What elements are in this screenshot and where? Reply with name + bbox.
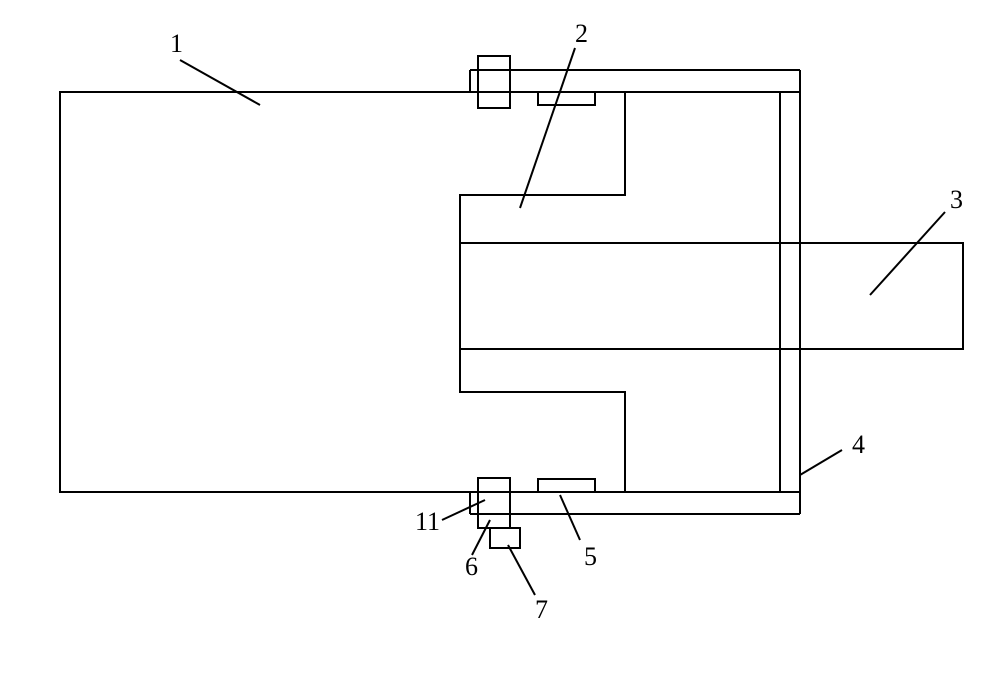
label-l1: 1 (170, 29, 183, 58)
technical-diagram: 1 2 3 4 5 6 7 11 (0, 0, 1000, 683)
label-l4: 4 (852, 430, 865, 459)
label-l7: 7 (535, 595, 548, 624)
label-l2: 2 (575, 19, 588, 48)
label-l5: 5 (584, 542, 597, 571)
label-l3: 3 (950, 185, 963, 214)
label-l6: 6 (465, 552, 478, 581)
label-l11: 11 (415, 507, 440, 536)
